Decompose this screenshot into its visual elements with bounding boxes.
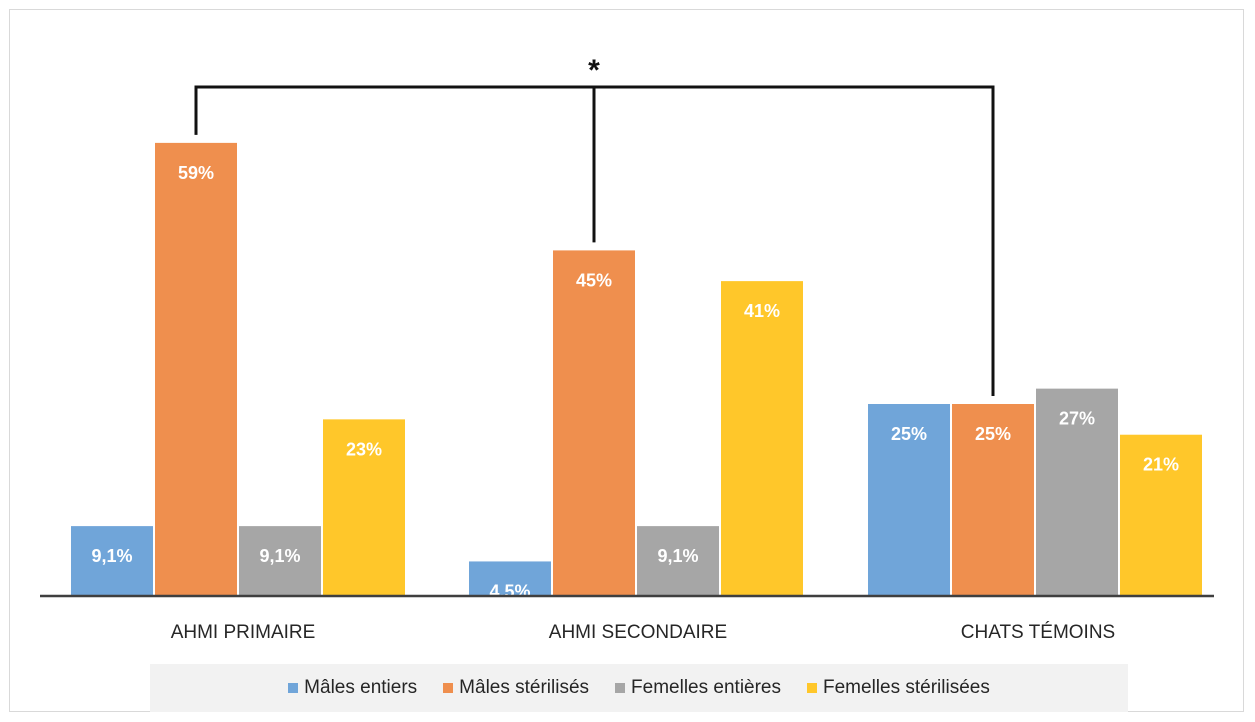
data-label-males-entiers-ahmi-secondaire: 4,5% [489,581,530,601]
legend-item-males-sterilises: Mâles stérilisés [443,677,589,699]
legend-item-femelles-entieres: Femelles entières [615,677,781,699]
legend-label: Femelles stérilisées [823,677,990,698]
bar-males-sterilises-ahmi-primaire [155,142,237,596]
bar-femelles-sterilisees-ahmi-primaire [323,419,405,596]
legend-label: Mâles stérilisés [459,677,590,698]
bar-femelles-sterilisees-ahmi-secondaire [721,281,803,596]
data-label-femelles-entieres-ahmi-primaire: 9,1% [259,546,300,566]
legend-swatch [288,683,299,693]
significance-asterisk: * [588,54,600,87]
bar-males-entiers-ahmi-secondaire [469,561,551,596]
legend-swatch [443,683,454,693]
data-label-femelles-entieres-ahmi-secondaire: 9,1% [657,546,698,566]
legend-label: Femelles entières [631,677,781,698]
bar-femelles-sterilisees-chats-temoins [1120,434,1202,596]
data-label-femelles-entieres-chats-temoins: 27% [1059,409,1095,429]
bar-males-sterilises-chats-temoins [952,404,1034,596]
legend-label: Mâles entiers [304,677,418,698]
legend-item-males-entiers: Mâles entiers [288,677,417,699]
bar-males-entiers-chats-temoins [868,404,950,596]
significance-bracket [194,85,995,396]
bar-males-sterilises-ahmi-secondaire [553,250,635,596]
data-label-males-sterilises-chats-temoins: 25% [975,424,1011,444]
data-label-males-sterilises-ahmi-secondaire: 45% [576,270,612,290]
data-label-femelles-sterilisees-ahmi-primaire: 23% [346,439,382,459]
legend-swatch [615,683,626,693]
x-tick-label-ahmi-primaire: AHMI PRIMAIRE [171,622,316,643]
data-label-males-entiers-ahmi-primaire: 9,1% [91,546,132,566]
legend-item-femelles-sterilisees: Femelles stérilisées [807,677,990,699]
data-label-males-sterilises-ahmi-primaire: 59% [178,163,214,183]
bar-femelles-entieres-chats-temoins [1036,388,1118,596]
legend: Mâles entiers Mâles stérilisés Femelles en… [150,664,1128,712]
data-label-femelles-sterilisees-chats-temoins: 21% [1143,455,1179,475]
bar-femelles-entieres-ahmi-secondaire [637,526,719,596]
legend-swatch [807,683,817,693]
data-label-femelles-sterilisees-ahmi-secondaire: 41% [744,301,780,321]
bar-femelles-entieres-ahmi-primaire [239,526,321,596]
data-label-males-entiers-chats-temoins: 25% [891,424,927,444]
x-tick-label-ahmi-secondaire: AHMI SECONDAIRE [549,622,727,643]
x-tick-label-chats-temoins: CHATS TÉMOINS [961,622,1115,643]
bar-males-entiers-ahmi-primaire [71,526,153,596]
